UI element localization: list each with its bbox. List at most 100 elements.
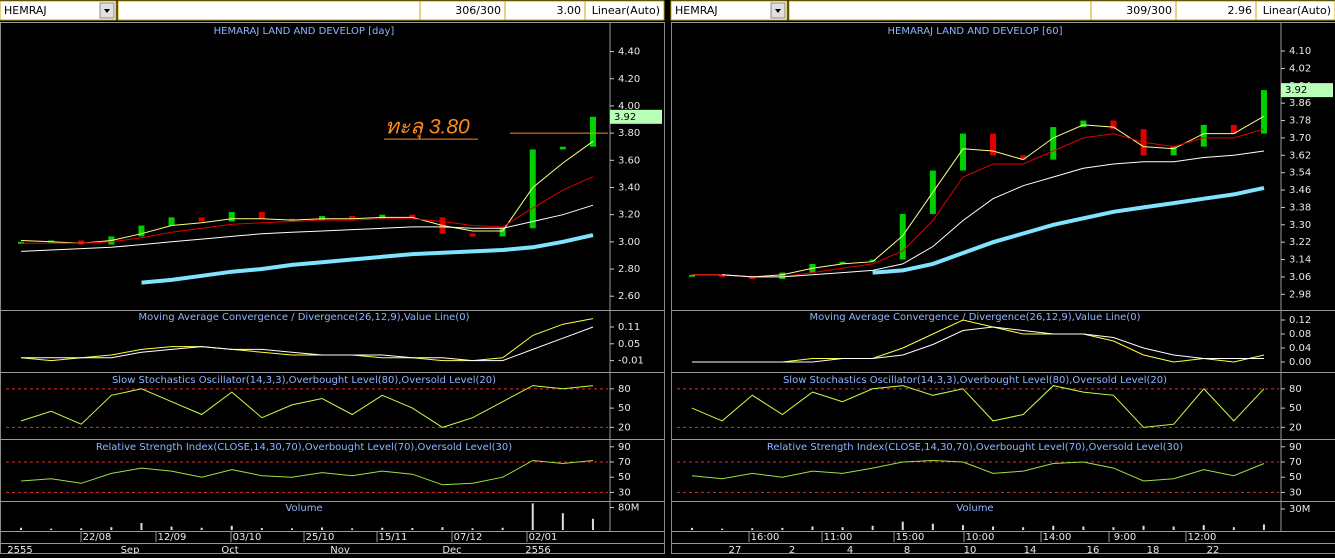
stoch-line [692, 386, 1264, 428]
volume-bar [691, 528, 693, 530]
x-label: 15:00 [896, 532, 925, 543]
volume-bar [50, 529, 52, 530]
volume-bar [992, 527, 994, 531]
candle [379, 215, 385, 219]
x-label: 25/10 [306, 532, 335, 543]
y-tick-label: 3.20 [618, 210, 640, 221]
candle [229, 212, 235, 222]
toolbar-scale[interactable]: Linear(Auto) [1263, 4, 1331, 17]
x-label: 15/11 [379, 532, 408, 543]
y-tick-label: 3.00 [618, 237, 640, 248]
y-tick-label: 70 [1289, 457, 1302, 468]
toolbar-cell [789, 1, 1091, 20]
section-title: Relative Strength Index(CLOSE,14,30,70),… [767, 442, 1183, 453]
volume-bar [171, 527, 173, 530]
x-label-2: 2556 [525, 545, 550, 554]
volume-bar [351, 528, 353, 530]
y-tick-label: 50 [1289, 472, 1302, 483]
y-tick-label: 30 [618, 487, 631, 498]
volume-bar [1263, 524, 1265, 530]
y-tick-label: 3.30 [1289, 220, 1311, 231]
y-tick-label: 30 [1289, 487, 1302, 498]
x-label-2: 22 [1207, 545, 1220, 554]
x-label: 14:00 [1043, 532, 1072, 543]
symbol[interactable]: HEMRAJ [675, 4, 718, 17]
x-label-2: Sep [121, 545, 140, 554]
volume-bar [502, 528, 504, 530]
candle [319, 216, 325, 220]
price-line [142, 235, 594, 283]
volume-bar [562, 513, 564, 530]
volume-bar [472, 528, 474, 530]
y-tick-label: 80M [618, 503, 639, 514]
y-tick-label: 0.12 [1289, 315, 1311, 326]
volume-bar [381, 528, 383, 530]
toolbar-scale[interactable]: Linear(Auto) [592, 4, 660, 17]
candle [1050, 127, 1056, 160]
section-title: Moving Average Convergence / Divergence(… [139, 312, 470, 323]
volume-bar [902, 522, 904, 530]
volume-bar [231, 526, 233, 530]
price-line [21, 205, 593, 251]
y-tick-label: -0.01 [618, 356, 644, 367]
section-title: Volume [285, 503, 322, 514]
section-title: HEMARAJ LAND AND DEVELOP [day] [214, 26, 395, 37]
y-tick-label: 4.10 [1289, 46, 1311, 57]
x-label-2: 16 [1087, 545, 1100, 554]
candle [169, 217, 175, 225]
volume-bar [1022, 527, 1024, 530]
macd-line [692, 327, 1264, 362]
volume-bar [932, 524, 934, 530]
section-title: Relative Strength Index(CLOSE,14,30,70),… [96, 442, 512, 453]
x-label: 10:00 [966, 532, 995, 543]
y-tick-label: 0.08 [1289, 329, 1311, 340]
x-label: 12:00 [1188, 532, 1217, 543]
x-label-2: 10 [964, 545, 977, 554]
candle [1261, 90, 1267, 133]
x-label-2: Nov [330, 545, 350, 554]
y-tick-label: 4.20 [618, 74, 640, 85]
candle [199, 217, 205, 221]
y-tick-label: 3.80 [618, 128, 640, 139]
volume-bar [291, 528, 293, 530]
y-tick-label: 0.00 [1289, 357, 1311, 368]
toolbar-value: 3.00 [557, 4, 582, 17]
volume-bar [441, 527, 443, 530]
volume-bar [1143, 526, 1145, 530]
y-tick-label: 3.22 [1289, 237, 1311, 248]
y-tick-label: 80 [1289, 384, 1302, 395]
x-label: 02/01 [529, 532, 558, 543]
candle [900, 214, 906, 260]
symbol[interactable]: HEMRAJ [4, 4, 47, 17]
price-line [692, 116, 1264, 277]
section-title: Volume [956, 503, 993, 514]
volume-bar [592, 519, 594, 530]
y-tick-label: 2.80 [618, 264, 640, 275]
annotation: ทะลุ 3.80 [385, 116, 470, 140]
y-tick-label: 0.04 [1289, 343, 1311, 354]
y-tick-label: 3.46 [1289, 185, 1311, 196]
x-label-2: 27 [729, 545, 742, 554]
y-tick-label: 3.38 [1289, 202, 1311, 213]
y-tick-label: 3.40 [618, 182, 640, 193]
panel-frame [672, 23, 1335, 554]
x-label: 16:00 [751, 532, 780, 543]
candle [560, 147, 566, 150]
volume-bar [962, 525, 964, 530]
x-label-2: Oct [221, 545, 238, 554]
section-title: Moving Average Convergence / Divergence(… [810, 312, 1141, 323]
macd-line [21, 319, 593, 361]
price-line [722, 151, 1264, 277]
section-title: Slow Stochastics Oscillator(14,3,3),Over… [783, 375, 1167, 386]
volume-bar [261, 528, 263, 530]
volume-bar [1112, 527, 1114, 530]
candle [590, 117, 596, 147]
x-label: 22/08 [83, 532, 112, 543]
y-tick-label: 90 [1289, 442, 1302, 453]
y-tick-label: 3.14 [1289, 255, 1311, 266]
stoch-line [21, 386, 593, 428]
toolbar-cell [118, 1, 420, 20]
candle [138, 226, 144, 237]
